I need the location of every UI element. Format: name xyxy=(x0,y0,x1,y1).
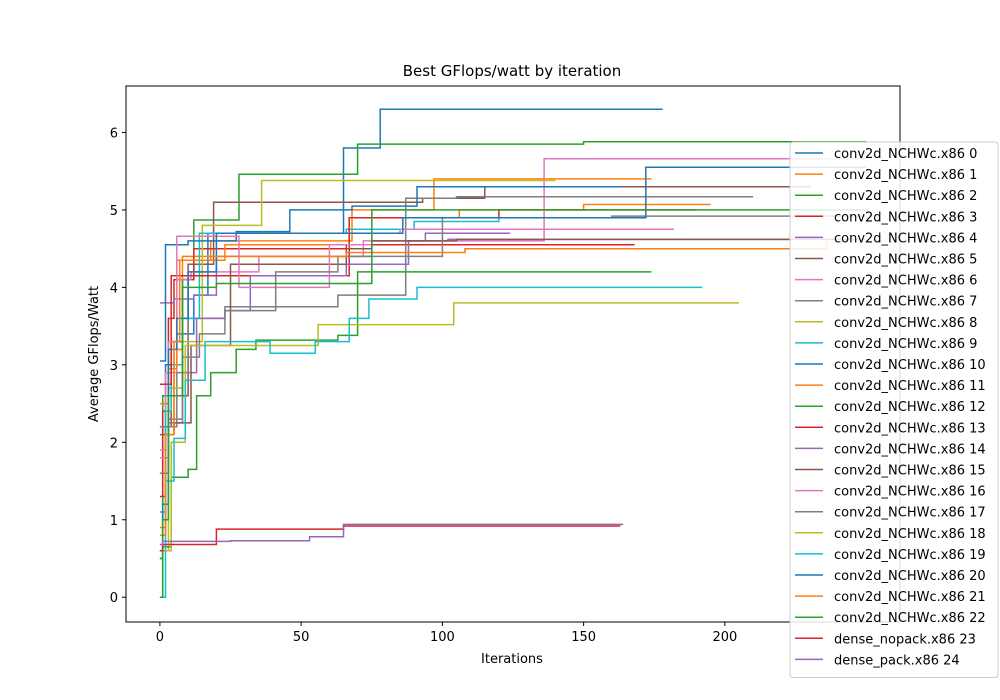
legend-label-14: conv2d_NCHWc.x86 14 xyxy=(834,442,986,457)
series-line-10 xyxy=(159,185,621,362)
legend-label-6: conv2d_NCHWc.x86 6 xyxy=(834,274,977,289)
legend: conv2d_NCHWc.x86 0 conv2d_NCHWc.x86 1 conv… xyxy=(789,141,999,678)
legend-label-7: conv2d_NCHWc.x86 7 xyxy=(834,295,977,310)
chart-title: Best GFlops/watt by iteration xyxy=(403,62,622,80)
legend-label-22: conv2d_NCHWc.x86 22 xyxy=(834,611,986,626)
legend-label-10: conv2d_NCHWc.x86 10 xyxy=(834,358,986,373)
series-line-6 xyxy=(159,158,867,451)
y-tick-label: 4 xyxy=(110,281,118,296)
y-tick-label: 0 xyxy=(110,591,118,606)
legend-label-4: conv2d_NCHWc.x86 4 xyxy=(834,231,977,246)
y-axis: 0 1 2 3 4 5 6 xyxy=(110,126,126,606)
y-tick-label: 2 xyxy=(110,436,118,451)
legend-label-19: conv2d_NCHWc.x86 19 xyxy=(834,548,986,563)
series-line-7 xyxy=(159,196,754,428)
series-line-24 xyxy=(159,523,624,546)
legend-label-16: conv2d_NCHWc.x86 16 xyxy=(834,485,986,500)
y-tick-label: 5 xyxy=(110,204,118,219)
legend-label-9: conv2d_NCHWc.x86 9 xyxy=(834,337,977,352)
x-tick-label: 150 xyxy=(571,630,596,645)
legend-label-21: conv2d_NCHWc.x86 21 xyxy=(834,590,986,605)
legend-label-11: conv2d_NCHWc.x86 11 xyxy=(834,379,986,394)
x-tick-label: 0 xyxy=(156,630,164,645)
series-line-22 xyxy=(159,209,867,598)
legend-label-17: conv2d_NCHWc.x86 17 xyxy=(834,506,986,521)
series-line-18 xyxy=(159,302,739,552)
legend-label-18: conv2d_NCHWc.x86 18 xyxy=(834,527,986,542)
legend-label-5: conv2d_NCHWc.x86 5 xyxy=(834,253,977,268)
y-tick-label: 1 xyxy=(110,514,118,529)
x-axis-label: Iterations xyxy=(481,652,543,667)
x-tick-label: 200 xyxy=(712,630,737,645)
legend-label-1: conv2d_NCHWc.x86 1 xyxy=(834,168,977,183)
legend-box xyxy=(789,141,999,678)
legend-label-24: dense_pack.x86 24 xyxy=(834,653,960,668)
legend-label-12: conv2d_NCHWc.x86 12 xyxy=(834,400,986,415)
series-line-13 xyxy=(159,209,697,385)
y-axis-label: Average GFlops/Watt xyxy=(87,286,102,422)
legend-label-0: conv2d_NCHWc.x86 0 xyxy=(834,147,977,162)
x-tick-label: 100 xyxy=(430,630,455,645)
legend-label-3: conv2d_NCHWc.x86 3 xyxy=(834,210,977,225)
legend-label-15: conv2d_NCHWc.x86 15 xyxy=(834,464,986,479)
x-tick-label: 50 xyxy=(293,630,310,645)
y-tick-label: 3 xyxy=(110,359,118,374)
series-layer xyxy=(159,108,867,598)
series-line-0 xyxy=(159,108,663,560)
series-line-19 xyxy=(159,286,703,598)
x-axis: 0 50 100 150 200 xyxy=(156,622,737,645)
y-tick-label: 6 xyxy=(110,126,118,141)
legend-label-23: dense_nopack.x86 23 xyxy=(834,632,976,647)
legend-label-8: conv2d_NCHWc.x86 8 xyxy=(834,316,977,331)
legend-label-13: conv2d_NCHWc.x86 13 xyxy=(834,421,986,436)
legend-label-2: conv2d_NCHWc.x86 2 xyxy=(834,189,977,204)
legend-label-20: conv2d_NCHWc.x86 20 xyxy=(834,569,986,584)
